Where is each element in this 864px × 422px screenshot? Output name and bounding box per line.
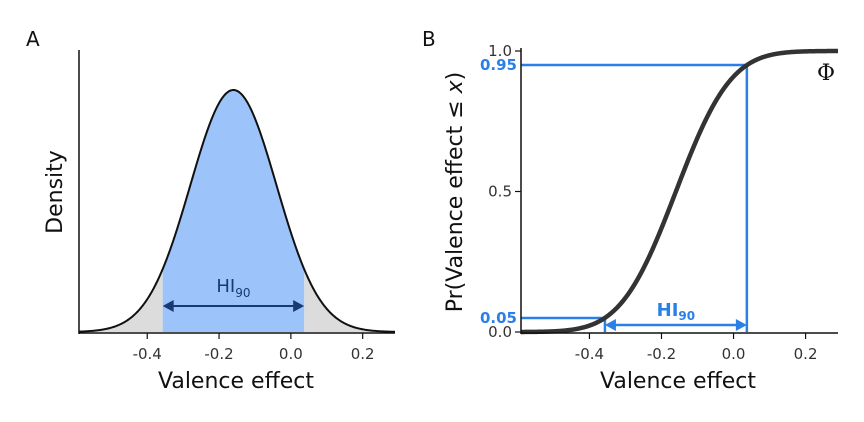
y-axis-title: Pr(Valence effect ≤ x) (443, 72, 468, 313)
panel-b-label: B (422, 27, 436, 51)
x-axis-title: Valence effect (600, 369, 756, 394)
y-tick-label: 0.0 (488, 323, 512, 341)
x-tick-label: 0.2 (351, 345, 375, 363)
x-tick-label: -0.4 (575, 345, 604, 363)
x-axis-ticks: -0.4 -0.2 0.0 0.2 (575, 333, 818, 363)
panel-a-label: A (26, 27, 40, 51)
hi90-shaded-area (162, 90, 305, 332)
y-axis-title: Density (43, 150, 68, 234)
hi90-label: HI90 (216, 276, 250, 300)
y-tick-label: 1.0 (488, 42, 512, 60)
panel-b: B -0.4 -0.2 0.0 0.2 0.0 0.5 1.0 0.05 0.95 HI90… (422, 27, 839, 394)
hi90-arrowhead-left (162, 300, 174, 312)
density-tail-left (79, 269, 163, 332)
x-axis-title: Valence effect (158, 369, 314, 394)
panel-a: A -0.4 -0.2 0.0 0.2 HI90 Valence effect Den… (26, 27, 396, 394)
density-curve (78, 89, 396, 333)
x-tick-label: -0.2 (647, 345, 676, 363)
hi90-arrowhead-left (604, 319, 616, 331)
cdf-curve (521, 48, 839, 335)
hi90-label: HI90 (657, 300, 695, 323)
x-tick-label: 0.0 (279, 345, 303, 363)
highlight-y-label: 0.95 (480, 56, 517, 74)
highlight-y-ticks: 0.05 0.95 (480, 56, 517, 327)
x-tick-label: 0.0 (722, 345, 746, 363)
x-tick-label: -0.2 (204, 345, 233, 363)
hi90-arrowhead-right (293, 300, 305, 312)
x-tick-label: -0.4 (133, 345, 162, 363)
y-tick-label: 0.5 (488, 183, 512, 201)
x-tick-label: 0.2 (794, 345, 818, 363)
highlight-y-label: 0.05 (480, 309, 517, 327)
x-axis-ticks: -0.4 -0.2 0.0 0.2 (133, 333, 375, 363)
y-axis-ticks: 0.0 0.5 1.0 (488, 42, 521, 341)
density-tail-right (304, 269, 395, 332)
hi90-arrowhead-right (735, 319, 747, 331)
phi-curve-label: Φ (817, 61, 835, 86)
